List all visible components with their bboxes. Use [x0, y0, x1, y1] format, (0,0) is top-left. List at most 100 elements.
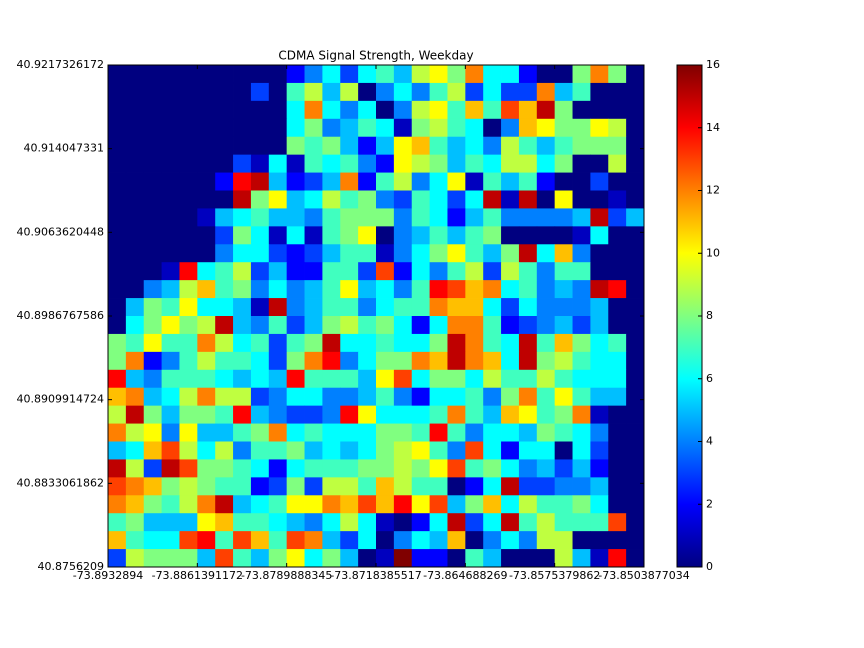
heat-cell [322, 65, 341, 84]
heat-cell [465, 549, 484, 568]
heat-cell [518, 154, 538, 173]
heat-cell [626, 441, 645, 460]
heat-cell [108, 100, 127, 120]
heat-cell [161, 154, 180, 173]
heat-cell [376, 531, 395, 550]
heat-cell [108, 208, 127, 227]
heat-cell [322, 190, 341, 209]
y-tick-label: 40.8756209 [38, 560, 104, 573]
heat-cell [554, 136, 573, 156]
heat-cell [518, 513, 538, 532]
heat-cell [268, 459, 288, 478]
heat-cell [268, 441, 288, 460]
heat-cell [483, 280, 502, 299]
heat-cell [322, 316, 341, 335]
heat-cell [626, 495, 645, 514]
heat-cell [411, 316, 430, 335]
heat-cell [358, 549, 377, 568]
heat-cell [108, 549, 127, 568]
heat-cell [322, 405, 341, 424]
heat-cell [358, 316, 377, 335]
heat-cell [304, 495, 323, 514]
heat-cell [429, 100, 448, 120]
heat-cell [108, 118, 127, 138]
heat-cell [590, 154, 609, 173]
heat-cell [304, 549, 323, 568]
heat-cell [536, 154, 556, 173]
y-tick-label: 40.8986767586 [17, 309, 104, 322]
heat-cell [250, 477, 270, 496]
heat-cell [340, 549, 359, 568]
heat-cell [304, 118, 323, 138]
heat-cell [554, 441, 573, 460]
heat-cell [536, 495, 556, 514]
heat-cell [125, 423, 145, 442]
heat-cell [608, 477, 627, 496]
heat-cell [590, 136, 609, 156]
heat-cell [304, 208, 323, 227]
heat-cell [447, 387, 466, 407]
heat-cell [233, 405, 252, 424]
heat-cell [358, 369, 377, 389]
heat-cell [322, 172, 341, 191]
heat-cell [286, 316, 305, 335]
heat-cell [393, 333, 413, 353]
heat-cell [483, 82, 502, 102]
heat-cell [125, 477, 145, 496]
heat-cell [501, 405, 520, 424]
heat-cell [590, 369, 609, 389]
heat-cell [233, 82, 252, 102]
heat-cell [233, 369, 252, 389]
heat-cell [197, 208, 216, 227]
heat-cell [143, 531, 162, 550]
heat-cell [447, 423, 466, 442]
heat-cell [626, 549, 645, 568]
heat-cell [161, 333, 180, 353]
heat-cell [358, 65, 377, 84]
heat-cell [429, 369, 448, 389]
heat-cell [358, 351, 377, 371]
heat-cell [268, 65, 288, 84]
heat-cell [626, 280, 645, 299]
heat-cell [572, 387, 591, 407]
heat-cell [501, 369, 520, 389]
heat-cell [340, 65, 359, 84]
heat-cell [376, 118, 395, 138]
heat-cell [465, 226, 484, 245]
heat-cell [608, 531, 627, 550]
heat-cell [322, 298, 341, 317]
heat-cell [518, 423, 538, 442]
heat-cell [429, 459, 448, 478]
heat-cell [572, 531, 591, 550]
heat-cell [608, 298, 627, 317]
colorbar-tick-label: 10 [706, 246, 720, 259]
heat-cell [179, 459, 198, 478]
heat-cell [197, 405, 216, 424]
heat-cell [125, 65, 145, 84]
heat-cell [215, 333, 234, 353]
heat-cell [250, 172, 270, 191]
heat-cell [322, 154, 341, 173]
heat-cell [108, 316, 127, 335]
heat-cell [393, 495, 413, 514]
heat-cell [322, 531, 341, 550]
heat-cell [161, 262, 180, 281]
heat-cell [572, 244, 591, 263]
heat-cell [626, 531, 645, 550]
heat-cell [215, 351, 234, 371]
heat-cell [233, 280, 252, 299]
heat-cell [125, 513, 145, 532]
heat-cell [143, 477, 162, 496]
heat-cell [429, 387, 448, 407]
heat-cell [340, 369, 359, 389]
heat-cell [518, 190, 538, 209]
heat-cell [286, 100, 305, 120]
heat-cell [429, 226, 448, 245]
colorbar-tick-label: 6 [706, 372, 713, 385]
heat-cell [197, 459, 216, 478]
heat-cell [215, 549, 234, 568]
heat-cell [108, 405, 127, 424]
heat-cell [447, 405, 466, 424]
heat-cell [626, 65, 645, 84]
heat-cell [572, 513, 591, 532]
